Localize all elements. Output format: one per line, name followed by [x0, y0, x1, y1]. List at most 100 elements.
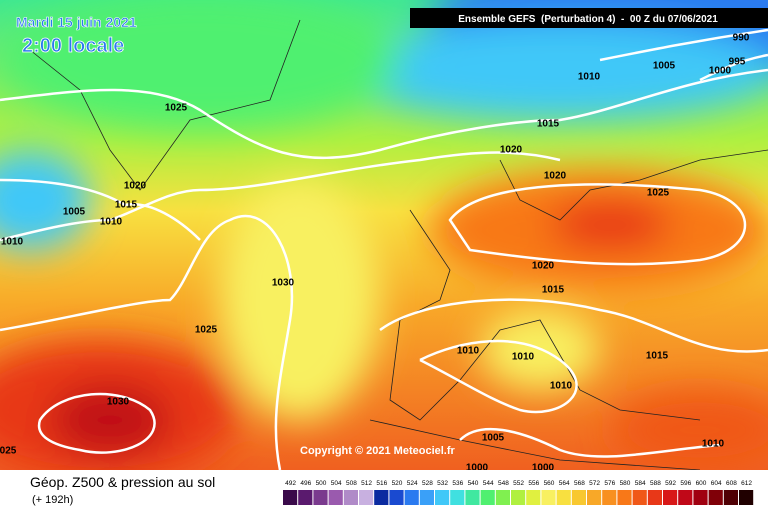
isobar-label: 1020	[544, 171, 567, 182]
scale-label: 540	[468, 480, 479, 487]
scale-label: 604	[711, 480, 722, 487]
scale-label: 532	[437, 480, 448, 487]
scale-label: 520	[392, 480, 403, 487]
isobar-label: 1000	[532, 463, 555, 474]
scale-label: 516	[376, 480, 387, 487]
scale-label: 568	[574, 480, 585, 487]
run-banner	[410, 8, 768, 28]
field	[0, 0, 768, 480]
scale-label: 600	[696, 480, 707, 487]
scale-swatch	[359, 490, 374, 505]
isobar-label: 1010	[100, 217, 123, 228]
isobar-label: 1015	[537, 119, 560, 130]
scale-swatch	[465, 490, 480, 505]
scale-label: 572	[589, 480, 600, 487]
scale-swatch	[693, 490, 708, 505]
scale-swatch	[283, 490, 298, 505]
isobar-label: 1015	[542, 285, 565, 296]
isobar-label: 1025	[647, 188, 670, 199]
scale-label: 608	[726, 480, 737, 487]
scale-label: 500	[316, 480, 327, 487]
isobar-label: 1010	[578, 72, 601, 83]
scale-label: 592	[665, 480, 676, 487]
scale-swatch	[556, 490, 571, 505]
scale-swatch	[526, 490, 541, 505]
scale-swatch	[328, 490, 343, 505]
isobar-label: 1010	[457, 346, 480, 357]
scale-swatch	[587, 490, 602, 505]
isobar-label: 1000	[709, 66, 732, 77]
scale-swatch	[389, 490, 404, 505]
isobar-label: 1015	[646, 351, 669, 362]
lead-time: (+ 192h)	[32, 494, 73, 506]
footer-title: Géop. Z500 & pression au sol	[30, 474, 215, 490]
isobar-label: 1005	[653, 61, 676, 72]
scale-label: 508	[346, 480, 357, 487]
scale-label: 596	[680, 480, 691, 487]
scale-swatch	[723, 490, 738, 505]
scale-label: 492	[285, 480, 296, 487]
scale-swatch	[571, 490, 586, 505]
isobar-label: 1010	[702, 439, 725, 450]
isobar-label: 1010	[512, 352, 535, 363]
scale-label: 556	[528, 480, 539, 487]
isobar-label: 990	[733, 33, 750, 44]
scale-label: 576	[604, 480, 615, 487]
copyright: Copyright © 2021 Meteociel.fr	[300, 445, 456, 457]
scale-swatch	[404, 490, 419, 505]
scale-label: 580	[620, 480, 631, 487]
isobar-label: 025	[0, 446, 17, 457]
isobar-label: 1025	[195, 325, 218, 336]
scale-swatch	[374, 490, 389, 505]
isobar-label: 1005	[482, 433, 505, 444]
scale-label: 512	[361, 480, 372, 487]
run-info: Ensemble GEFS (Perturbation 4) - 00 Z du…	[458, 14, 718, 25]
isobar-labels: 1025 1020 1015 1010 1005 1010 1030 1025 1030 025 1…	[0, 33, 750, 474]
scale-swatch	[495, 490, 510, 505]
scale-swatch	[678, 490, 693, 505]
isobar-label: 1020	[532, 261, 555, 272]
scale-label: 536	[452, 480, 463, 487]
scale-label: 584	[635, 480, 646, 487]
date: Mardi 15 juin 2021	[16, 14, 137, 30]
scale-swatch	[343, 490, 358, 505]
scale-swatch	[480, 490, 495, 505]
scale-swatch	[450, 490, 465, 505]
scale-swatch	[602, 490, 617, 505]
isobar-label: 1000	[466, 463, 489, 474]
isobar-label: 1030	[272, 278, 295, 289]
isobar-label: 995	[729, 57, 746, 68]
scale-label: 612	[741, 480, 752, 487]
scale-label: 504	[331, 480, 342, 487]
scale-swatch	[647, 490, 662, 505]
local-time: 2:00 locale	[22, 35, 124, 57]
isobar-label: 1025	[165, 103, 188, 114]
isobar-label: 1020	[124, 181, 147, 192]
scale-swatch	[663, 490, 678, 505]
scale-swatch	[298, 490, 313, 505]
scale-swatch	[511, 490, 526, 505]
scale-label: 528	[422, 480, 433, 487]
scale-swatch	[541, 490, 556, 505]
scale-swatch	[435, 490, 450, 505]
scale-label: 564	[559, 480, 570, 487]
scale-label: 548	[498, 480, 509, 487]
scale-swatch	[419, 490, 434, 505]
scale-swatch	[617, 490, 632, 505]
isobar-label: 1010	[550, 381, 573, 392]
isobars	[0, 28, 768, 471]
scale-swatch	[632, 490, 647, 505]
isobar-label: 1030	[107, 397, 130, 408]
isobar-label: 1020	[500, 145, 523, 156]
scale-swatch	[313, 490, 328, 505]
scale-swatch	[739, 490, 754, 505]
scale-label: 588	[650, 480, 661, 487]
isobar-label: 1005	[63, 207, 86, 218]
scale-label: 496	[300, 480, 311, 487]
scale-label: 524	[407, 480, 418, 487]
scale-label: 544	[483, 480, 494, 487]
color-scale: 492 496 500 504 508 512 516 520 524 528 532 536 540 5…	[283, 480, 754, 505]
scale-label: 560	[544, 480, 555, 487]
scale-swatch	[708, 490, 723, 505]
